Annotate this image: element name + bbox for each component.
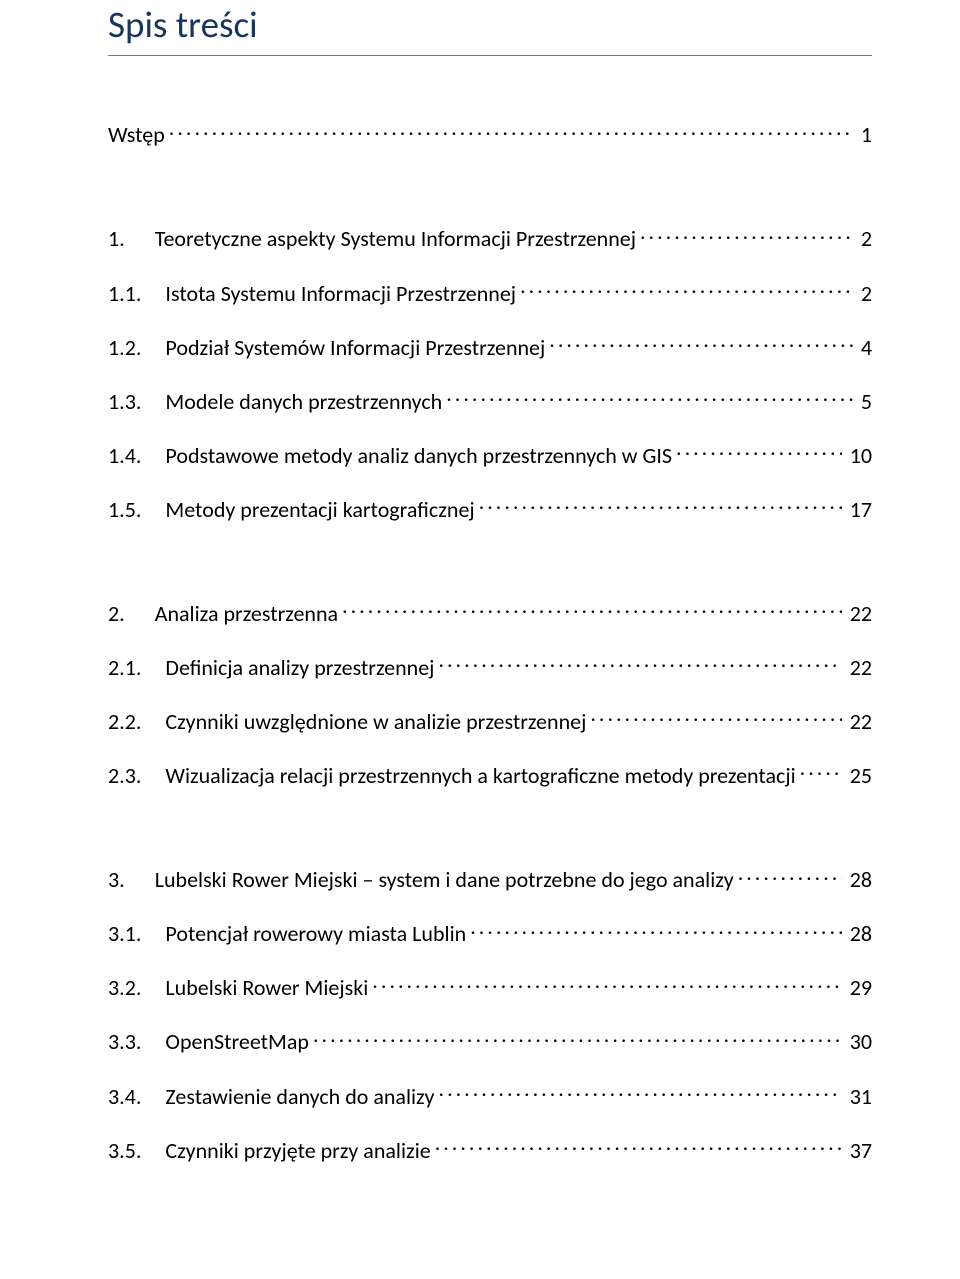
toc-entry-label: Czynniki uwzględnione w analizie przestr… bbox=[165, 707, 586, 737]
toc-entry-page: 31 bbox=[846, 1082, 872, 1112]
toc-entry: 2.Analiza przestrzenna 22 bbox=[108, 595, 872, 629]
toc-leader-dots bbox=[446, 382, 853, 408]
toc-entry: 3.Lubelski Rower Miejski – system i dane… bbox=[108, 861, 872, 895]
toc-entry-page: 25 bbox=[846, 761, 872, 791]
toc-entry: Wstęp 1 bbox=[108, 116, 872, 150]
toc-entry: 1.2.Podział Systemów Informacji Przestrz… bbox=[108, 328, 872, 362]
toc-entry-page: 10 bbox=[846, 441, 872, 471]
toc-leader-dots bbox=[800, 757, 842, 783]
toc-leader-dots bbox=[479, 490, 842, 516]
toc-entry-label: Wizualizacja relacji przestrzennych a ka… bbox=[165, 761, 795, 791]
toc-entry-page: 4 bbox=[857, 333, 872, 363]
toc-entry-number: 2.2. bbox=[108, 707, 165, 737]
toc-entry-page: 5 bbox=[857, 387, 872, 417]
toc-entry: 2.1.Definicja analizy przestrzennej 22 bbox=[108, 649, 872, 683]
toc-entry: 3.4.Zestawienie danych do analizy 31 bbox=[108, 1077, 872, 1111]
toc-section-gap bbox=[108, 545, 872, 595]
toc-entry-page: 1 bbox=[857, 120, 872, 150]
toc-entry-page: 22 bbox=[846, 599, 872, 629]
toc-entry-label: Analiza przestrzenna bbox=[155, 599, 338, 629]
toc-leader-dots bbox=[520, 274, 853, 300]
toc-leader-dots bbox=[435, 1131, 842, 1157]
toc-entry-page: 29 bbox=[846, 973, 872, 1003]
toc-entry-label: Teoretyczne aspekty Systemu Informacji P… bbox=[155, 224, 636, 254]
toc-entry-number: 1.1. bbox=[108, 279, 165, 309]
toc-entry-number: 3.4. bbox=[108, 1082, 165, 1112]
toc-entry-label: Potencjał rowerowy miasta Lublin bbox=[165, 919, 466, 949]
toc-entry-label: Metody prezentacji kartograficznej bbox=[165, 495, 474, 525]
toc-entry-number: 2. bbox=[108, 599, 155, 629]
toc-leader-dots bbox=[590, 703, 841, 729]
toc-leader-dots bbox=[342, 595, 842, 621]
toc-entry-label: Lubelski Rower Miejski – system i dane p… bbox=[155, 865, 734, 895]
document-page: Spis treści Wstęp 1 1.Teoretyczne aspekty … bbox=[0, 0, 960, 1279]
toc-entry-number: 1.3. bbox=[108, 387, 165, 417]
toc-entry: 1.1.Istota Systemu Informacji Przestrzen… bbox=[108, 274, 872, 308]
toc-entry-label: Podstawowe metody analiz danych przestrz… bbox=[165, 441, 672, 471]
toc-entry: 1.4.Podstawowe metody analiz danych prze… bbox=[108, 436, 872, 470]
toc-entry: 3.1.Potencjał rowerowy miasta Lublin 28 bbox=[108, 915, 872, 949]
toc-entry-label: Podział Systemów Informacji Przestrzenne… bbox=[165, 333, 545, 363]
toc-entry-label: Definicja analizy przestrzennej bbox=[165, 653, 434, 683]
toc-entry-page: 30 bbox=[846, 1027, 872, 1057]
toc-entry-label: OpenStreetMap bbox=[165, 1027, 309, 1057]
toc-entry-page: 2 bbox=[857, 224, 872, 254]
toc-entry-number: 1.2. bbox=[108, 333, 165, 363]
toc-entry: 3.3. OpenStreetMap 30 bbox=[108, 1023, 872, 1057]
page-title: Spis treści bbox=[108, 0, 872, 55]
toc-leader-dots bbox=[549, 328, 853, 354]
toc-entry-label: Istota Systemu Informacji Przestrzennej bbox=[165, 279, 516, 309]
toc-entry: 3.2.Lubelski Rower Miejski 29 bbox=[108, 969, 872, 1003]
toc-leader-dots bbox=[470, 915, 841, 941]
toc-leader-dots bbox=[169, 116, 853, 142]
toc-entry-page: 22 bbox=[846, 707, 872, 737]
toc-entry-page: 22 bbox=[846, 653, 872, 683]
table-of-contents: Wstęp 1 1.Teoretyczne aspekty Systemu Info… bbox=[108, 116, 872, 1165]
toc-entry: 1.Teoretyczne aspekty Systemu Informacji… bbox=[108, 220, 872, 254]
toc-section-gap bbox=[108, 811, 872, 861]
toc-entry-number: 3.5. bbox=[108, 1136, 165, 1166]
toc-entry: 3.5.Czynniki przyjęte przy analizie 37 bbox=[108, 1131, 872, 1165]
toc-entry-page: 37 bbox=[846, 1136, 872, 1166]
toc-entry-page: 2 bbox=[857, 279, 872, 309]
toc-entry-label: Modele danych przestrzennych bbox=[165, 387, 442, 417]
toc-leader-dots bbox=[313, 1023, 842, 1049]
toc-entry-number: 1. bbox=[108, 224, 155, 254]
toc-entry-number: 3.3. bbox=[108, 1027, 165, 1057]
toc-entry-label: Czynniki przyjęte przy analizie bbox=[165, 1136, 430, 1166]
toc-entry-number: 1.4. bbox=[108, 441, 165, 471]
toc-section-gap bbox=[108, 170, 872, 220]
toc-entry-page: 28 bbox=[846, 919, 872, 949]
toc-entry-page: 17 bbox=[846, 495, 872, 525]
toc-entry-label: Lubelski Rower Miejski bbox=[165, 973, 368, 1003]
toc-leader-dots bbox=[738, 861, 842, 887]
toc-entry-number: 2.3. bbox=[108, 761, 165, 791]
toc-entry: 2.3.Wizualizacja relacji przestrzennych … bbox=[108, 757, 872, 791]
toc-leader-dots bbox=[640, 220, 853, 246]
toc-entry: 1.5.Metody prezentacji kartograficznej 17 bbox=[108, 490, 872, 524]
toc-entry: 1.3.Modele danych przestrzennych 5 bbox=[108, 382, 872, 416]
toc-entry-number: 2.1. bbox=[108, 653, 165, 683]
toc-entry-label: Wstęp bbox=[108, 120, 165, 150]
toc-leader-dots bbox=[439, 1077, 842, 1103]
toc-entry-page: 28 bbox=[846, 865, 872, 895]
toc-leader-dots bbox=[676, 436, 842, 462]
title-underline bbox=[108, 55, 872, 56]
toc-entry: 2.2.Czynniki uwzględnione w analizie prz… bbox=[108, 703, 872, 737]
toc-leader-dots bbox=[438, 649, 841, 675]
toc-entry-number: 3. bbox=[108, 865, 155, 895]
toc-leader-dots bbox=[372, 969, 841, 995]
toc-entry-number: 3.1. bbox=[108, 919, 165, 949]
toc-entry-label: Zestawienie danych do analizy bbox=[165, 1082, 434, 1112]
toc-entry-number: 3.2. bbox=[108, 973, 165, 1003]
toc-entry-number: 1.5. bbox=[108, 495, 165, 525]
